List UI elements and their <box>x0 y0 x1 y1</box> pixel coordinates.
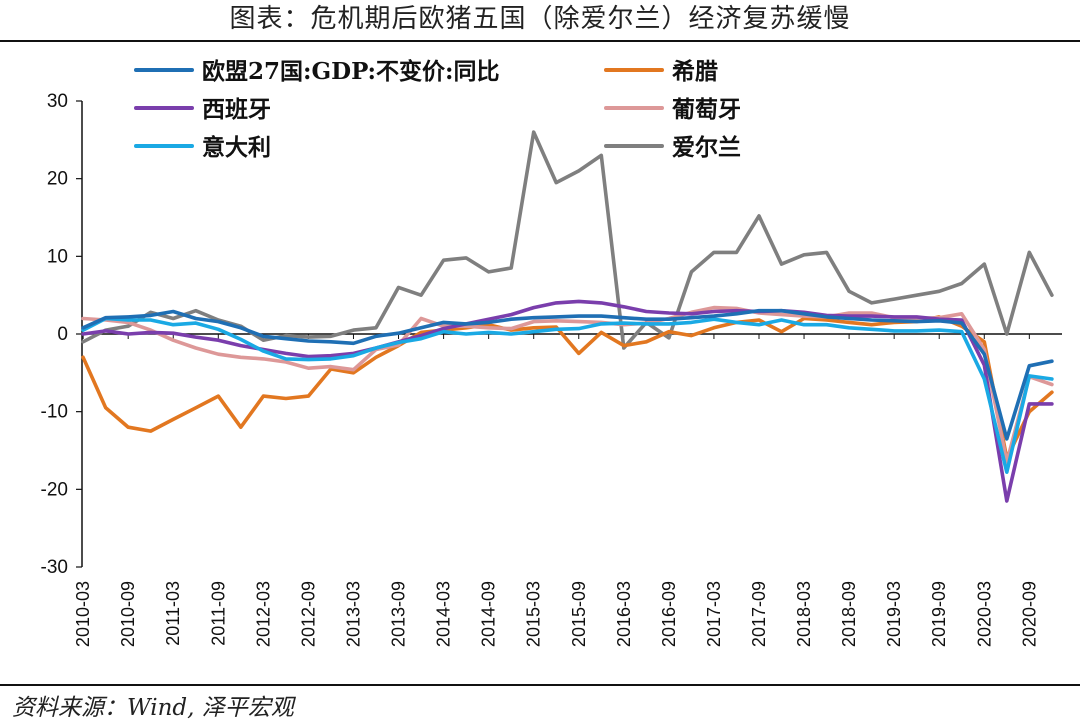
series-line-1 <box>81 315 1054 461</box>
source-note: 资料来源：Wind, 泽平宏观 <box>12 695 294 721</box>
x-tick-label: 2013-03 <box>343 581 363 647</box>
legend-label: 意大利 <box>202 134 271 161</box>
chart-plot-area <box>81 130 1054 503</box>
y-tick-label: 20 <box>47 169 68 190</box>
bottom-rule <box>0 684 1080 686</box>
x-tick-label: 2019-09 <box>929 581 949 647</box>
x-tick-label: 2017-09 <box>749 581 769 647</box>
y-tick-label: -10 <box>41 402 68 423</box>
x-tick-label: 2019-03 <box>884 581 904 647</box>
legend-label: 欧盟27国:GDP:不变价:同比 <box>202 58 500 85</box>
x-tick-label: 2015-09 <box>569 581 589 647</box>
series-line-4 <box>81 316 1054 475</box>
x-tick-label: 2011-03 <box>163 581 183 646</box>
x-tick-label: 2010-09 <box>118 581 138 647</box>
y-tick-label: -30 <box>41 557 68 578</box>
x-tick-label: 2011-09 <box>208 581 228 646</box>
series-line-2 <box>81 299 1054 503</box>
y-tick-label: 0 <box>57 324 68 345</box>
x-tick-label: 2014-09 <box>479 581 499 647</box>
top-rule <box>0 40 1080 42</box>
legend-label: 希腊 <box>672 58 718 85</box>
x-tick-label: 2013-09 <box>389 581 409 647</box>
y-tick-label: -20 <box>41 479 68 500</box>
x-tick-label: 2012-09 <box>298 581 318 647</box>
x-tick-label: 2020-03 <box>974 581 994 647</box>
legend-label: 西班牙 <box>202 96 271 123</box>
y-tick-label: 10 <box>47 246 68 267</box>
legend-label: 爱尔兰 <box>672 134 741 161</box>
x-tick-label: 2018-09 <box>839 581 859 647</box>
x-tick-label: 2015-03 <box>524 581 544 647</box>
x-tick-label: 2020-09 <box>1019 581 1039 647</box>
page-title: 图表：危机期后欧猪五国（除爱尔兰）经济复苏缓慢 <box>229 4 851 34</box>
y-tick-label: 30 <box>47 91 68 112</box>
x-tick-label: 2017-03 <box>704 581 724 647</box>
x-tick-label: 2014-03 <box>434 581 454 647</box>
legend-label: 葡萄牙 <box>671 96 741 123</box>
series-line-0 <box>81 308 1054 441</box>
x-tick-label: 2016-09 <box>659 581 679 647</box>
x-tick-label: 2018-03 <box>794 581 814 647</box>
x-tick-label: 2016-03 <box>614 581 634 647</box>
x-tick-label: 2010-03 <box>73 581 93 647</box>
x-tick-label: 2012-03 <box>253 581 273 647</box>
